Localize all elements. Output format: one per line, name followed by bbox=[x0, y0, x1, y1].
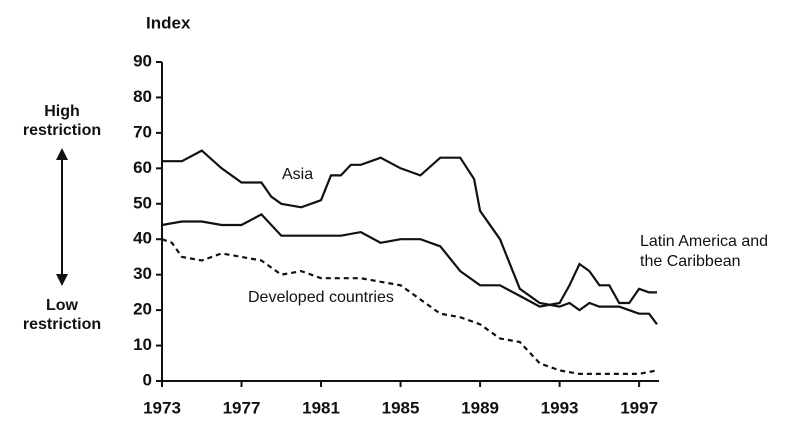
y-tick-label: 60 bbox=[133, 158, 152, 177]
series-line bbox=[162, 149, 658, 325]
x-tick-label: 1985 bbox=[382, 398, 420, 417]
y-tick-label: 50 bbox=[133, 193, 152, 212]
y-tick-label: 40 bbox=[133, 229, 152, 248]
series-label: Asia bbox=[282, 166, 314, 183]
x-tick-label: 1973 bbox=[143, 398, 181, 417]
x-tick-label: 1989 bbox=[461, 398, 499, 417]
high-label: High restriction bbox=[22, 103, 102, 139]
y-tick-label: 70 bbox=[133, 122, 152, 141]
x-tick-label: 1997 bbox=[620, 398, 658, 417]
y-tick-label: 90 bbox=[133, 51, 152, 70]
x-tick-label: 1993 bbox=[541, 398, 579, 417]
y-tick-label: 30 bbox=[133, 264, 152, 283]
x-tick-label: 1981 bbox=[302, 398, 340, 417]
y-tick-label: 0 bbox=[143, 370, 152, 389]
y-tick-label: 80 bbox=[133, 87, 152, 106]
series-label: Latin America and the Caribbean bbox=[640, 233, 769, 270]
y-tick-label: 10 bbox=[133, 335, 152, 354]
series-line bbox=[161, 213, 657, 308]
low-label: Low restriction bbox=[22, 297, 102, 333]
x-tick-label: 1977 bbox=[223, 398, 261, 417]
series-line bbox=[161, 238, 658, 375]
y-axis-label: Index bbox=[146, 13, 191, 32]
y-tick-label: 20 bbox=[133, 300, 152, 319]
series-label: Developed countries bbox=[248, 289, 394, 306]
restriction-arrow bbox=[56, 148, 68, 286]
